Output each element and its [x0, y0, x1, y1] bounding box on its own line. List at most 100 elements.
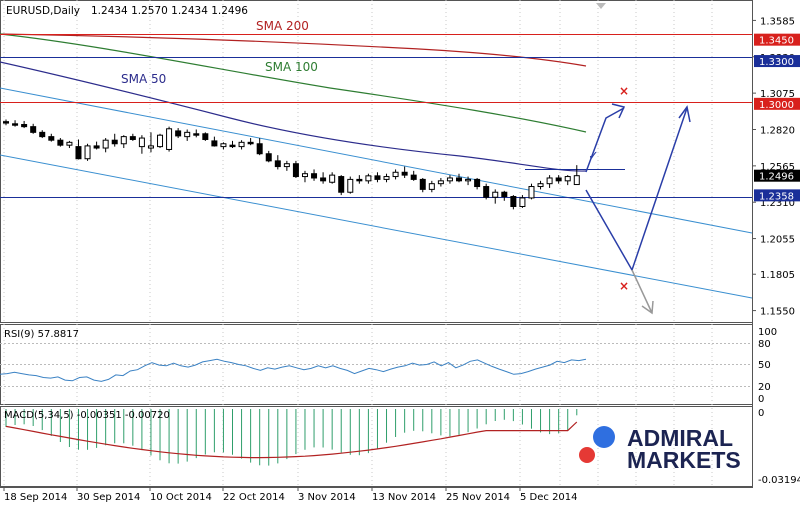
candle-body — [492, 191, 499, 198]
admiral-markets-logo: ADMIRAL MARKETS — [579, 425, 741, 473]
candle-body — [21, 124, 28, 128]
candle-body — [428, 183, 435, 190]
candle-body — [256, 143, 263, 155]
macd-panel: MACD(5,34,5) -0.00351 -0.00720 0 -0.0319… — [4, 408, 800, 486]
macd-tick-min: -0.03194 — [758, 475, 800, 486]
candle-body — [57, 139, 64, 146]
logo-dot-blue — [593, 426, 615, 448]
forecast-up-path — [585, 107, 625, 173]
date-label: 22 Oct 2014 — [223, 492, 285, 503]
candle-body — [573, 175, 580, 186]
sma-50-line — [0, 61, 587, 172]
candle-body — [374, 175, 381, 180]
level-tag-text: 1.2358 — [759, 191, 794, 202]
price-label: 1.3075 — [760, 89, 795, 100]
candle-body — [383, 176, 390, 180]
level-tag-box — [754, 189, 800, 202]
candle-body — [292, 163, 299, 178]
rsi-tick-80: 80 — [758, 339, 771, 350]
symbol-label: EURUSD,Daily — [6, 5, 80, 17]
date-axis: 18 Sep 2014 30 Sep 2014 10 Oct 2014 22 Oct … — [3, 487, 578, 503]
candle-body — [501, 191, 508, 198]
candle-body — [356, 178, 363, 182]
date-label: 3 Nov 2014 — [298, 492, 356, 503]
arrowhead-up-2 — [678, 105, 691, 123]
horizontal-levels — [0, 34, 752, 198]
candle-body — [166, 128, 173, 150]
level-tag-box — [754, 97, 800, 110]
channel-lines — [0, 87, 753, 299]
channel-upper — [0, 87, 753, 234]
candle-body — [48, 136, 55, 141]
candle-body — [30, 126, 37, 133]
rsi-tick-50: 50 — [758, 360, 771, 371]
forecast-paths — [585, 103, 691, 315]
candle-body — [202, 133, 209, 140]
level-tag-text: 1.3000 — [759, 100, 794, 111]
price-label: 1.2565 — [760, 162, 795, 173]
rsi-tick-20: 20 — [758, 382, 771, 393]
candle-body — [410, 174, 417, 180]
price-label: 1.2820 — [760, 125, 795, 136]
candle-body — [175, 130, 182, 137]
price-label: 1.1550 — [760, 307, 795, 318]
price-label: 1.3585 — [760, 16, 795, 27]
candle-body — [138, 137, 145, 148]
candle-body — [483, 186, 490, 198]
candle-body — [66, 141, 73, 146]
channel-lower — [0, 154, 753, 299]
candle-body — [229, 144, 236, 148]
sma-100-line — [0, 33, 587, 133]
candle-body — [301, 173, 308, 178]
candle-body — [238, 141, 245, 148]
level-tag-box — [754, 55, 800, 68]
candle-body — [392, 171, 399, 178]
candle-body — [329, 174, 336, 183]
candle-body — [365, 175, 372, 182]
price-label: 1.2055 — [760, 235, 795, 246]
candle-body — [274, 160, 281, 168]
candle-body — [283, 163, 290, 168]
candle-body — [211, 140, 218, 147]
ohlc-values: 1.2434 1.2570 1.2434 1.2496 — [91, 5, 248, 17]
candle-body — [564, 176, 571, 182]
chart-shift-marker — [596, 3, 606, 9]
candle-body — [311, 173, 318, 179]
date-label: 5 Dec 2014 — [520, 492, 578, 503]
macd-signal-line — [5, 421, 578, 459]
check-mark: ✓ — [588, 149, 599, 164]
rsi-tick-100: 100 — [758, 327, 777, 338]
date-label: 13 Nov 2014 — [372, 492, 436, 503]
candle-body — [157, 134, 164, 148]
candle-body — [465, 178, 472, 182]
level-tag-box — [754, 169, 800, 182]
date-label: 10 Oct 2014 — [150, 492, 212, 503]
candle-body — [474, 178, 481, 188]
candle-body — [3, 121, 9, 124]
candle-body — [446, 177, 453, 182]
candle-body — [437, 180, 444, 185]
price-label: 1.2310 — [760, 198, 795, 209]
candle-body — [519, 197, 526, 207]
sma-50-label: SMA 50 — [121, 72, 166, 86]
candles — [3, 119, 580, 210]
candle-body — [247, 141, 254, 145]
level-tag-text: 1.3300 — [759, 57, 794, 68]
price-label: 1.1805 — [760, 270, 795, 281]
candle-body — [401, 171, 408, 176]
candle-body — [75, 146, 82, 160]
main-panel-frame — [0, 0, 753, 323]
candle-body — [111, 139, 118, 145]
candle-body — [537, 183, 544, 188]
macd-tick-0: 0 — [758, 408, 764, 419]
candle-body — [193, 133, 200, 136]
candle-body — [456, 177, 462, 182]
candle-body — [84, 145, 91, 160]
candle-body — [120, 136, 127, 145]
logo-line-1: ADMIRAL — [627, 425, 733, 451]
level-tag-text: 1.3450 — [759, 36, 794, 47]
candle-body — [39, 131, 46, 138]
candle-body — [347, 178, 354, 193]
cross-mark-upper: × — [619, 84, 629, 98]
rsi-tick-0: 0 — [758, 394, 764, 405]
